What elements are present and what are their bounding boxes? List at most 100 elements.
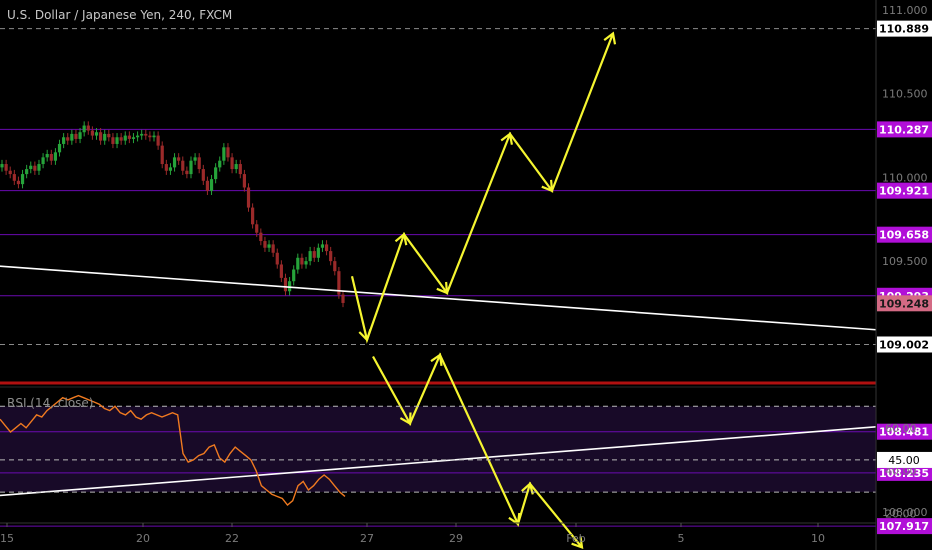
price-tag-label: 107.917 bbox=[879, 520, 929, 533]
candle-body bbox=[172, 157, 177, 168]
price-tag-bg bbox=[877, 121, 932, 138]
candle-body bbox=[144, 133, 148, 136]
projection-arrowhead bbox=[603, 31, 617, 45]
price-tag-label: 108.235 bbox=[879, 467, 929, 480]
candle-body bbox=[238, 164, 242, 175]
candle-body bbox=[4, 164, 8, 171]
price-tag-bg bbox=[877, 464, 932, 481]
candle-body bbox=[74, 133, 78, 139]
price-tag-bg bbox=[877, 518, 932, 535]
candle-body bbox=[189, 160, 193, 175]
candle-body bbox=[209, 179, 214, 191]
candle-body bbox=[135, 135, 140, 138]
price-tag-bg bbox=[877, 295, 932, 312]
candle-body bbox=[308, 251, 312, 262]
candle-body bbox=[185, 170, 189, 175]
candle-body bbox=[123, 135, 127, 141]
candle-body bbox=[115, 137, 119, 144]
price-tag-bg bbox=[877, 20, 932, 37]
candle-body bbox=[25, 169, 29, 175]
price-tag-109.658: 109.658 bbox=[877, 226, 932, 243]
candle-body bbox=[57, 143, 62, 153]
time-axis-tick: 20 bbox=[136, 532, 150, 545]
projection-arrowhead bbox=[500, 131, 513, 145]
candle-body bbox=[168, 167, 173, 171]
candle-body bbox=[320, 244, 325, 248]
price-axis-tick: 111.000 bbox=[882, 4, 928, 17]
price-tag-bg bbox=[877, 226, 932, 243]
candle-body bbox=[230, 157, 234, 170]
trendline-0 bbox=[0, 265, 877, 331]
candle-body bbox=[49, 154, 53, 161]
candle-body bbox=[181, 160, 185, 171]
price-axis-tick: 109.500 bbox=[882, 255, 928, 268]
candle-body bbox=[329, 251, 333, 262]
price-tag-109.921: 109.921 bbox=[877, 182, 932, 199]
projection-arrowhead bbox=[571, 536, 584, 550]
candle-body bbox=[275, 252, 279, 265]
candle-body bbox=[16, 180, 21, 185]
candle-body bbox=[201, 169, 205, 181]
rsi-axis-tick: 20.00 bbox=[885, 508, 917, 521]
candle-body bbox=[127, 135, 131, 139]
candle-body bbox=[341, 294, 345, 303]
projection-arrowhead bbox=[394, 232, 408, 246]
candle-body bbox=[82, 125, 86, 133]
candle-body bbox=[242, 174, 246, 188]
trendline-1 bbox=[0, 426, 877, 497]
candle-body bbox=[279, 264, 283, 278]
candle-body bbox=[160, 145, 164, 165]
price-axis-tick: 110.000 bbox=[882, 171, 928, 184]
time-axis-tick: 22 bbox=[225, 532, 239, 545]
candle-body bbox=[197, 157, 201, 170]
candle-body bbox=[103, 133, 107, 141]
candle-body bbox=[45, 154, 49, 158]
price-tag-107.917: 107.917 bbox=[877, 518, 932, 535]
chart-legend: U.S. Dollar / Japanese Yen, 240, FXCM bbox=[7, 8, 233, 22]
projection-arrowhead bbox=[358, 329, 372, 342]
projection-arrowhead bbox=[399, 412, 412, 426]
price-tag-109.248: 109.248 bbox=[877, 295, 932, 312]
price-tag-label: 109.921 bbox=[879, 185, 929, 198]
candle-body bbox=[41, 157, 45, 165]
price-tag-108.235: 108.235 bbox=[877, 464, 932, 481]
time-axis-tick: 27 bbox=[360, 532, 374, 545]
candle-body bbox=[222, 147, 226, 161]
candle-body bbox=[337, 271, 341, 295]
candle-body bbox=[218, 160, 222, 168]
price-tag-label: 110.287 bbox=[879, 123, 929, 136]
candle-body bbox=[292, 269, 296, 282]
price-axis-tick: 108.000 bbox=[882, 506, 928, 519]
projection-arrowhead bbox=[436, 281, 449, 295]
price-tag-bg bbox=[877, 336, 932, 353]
price-tag-108.481: 108.481 bbox=[877, 423, 932, 440]
price-tag-bg bbox=[877, 182, 932, 199]
price-axis-tick: 110.500 bbox=[882, 88, 928, 101]
rsi-line bbox=[0, 394, 346, 506]
rsi-level-tag-label: 45.00 bbox=[888, 454, 920, 467]
candle-body bbox=[287, 281, 292, 292]
candle-body bbox=[12, 174, 16, 181]
candle-body bbox=[156, 135, 160, 146]
candle-body bbox=[86, 125, 90, 131]
time-axis-tick: 29 bbox=[449, 532, 463, 545]
candle-body bbox=[283, 277, 288, 292]
rsi-band bbox=[0, 406, 876, 493]
candle-body bbox=[70, 133, 74, 141]
candle-body bbox=[90, 130, 94, 136]
price-tag-110.287: 110.287 bbox=[877, 121, 932, 138]
price-tag-110.889: 110.889 bbox=[877, 20, 932, 37]
candle-body bbox=[94, 132, 99, 136]
price-tag-bg bbox=[877, 423, 932, 440]
candle-body bbox=[193, 157, 197, 161]
candle-body bbox=[107, 133, 111, 138]
projection-arrowhead bbox=[430, 352, 443, 366]
candle-body bbox=[53, 152, 58, 161]
candle-body bbox=[140, 133, 144, 136]
rsi-level-tag: 45.00 bbox=[877, 451, 932, 468]
candle-body bbox=[164, 164, 168, 171]
candle-body bbox=[33, 165, 37, 171]
time-axis-tick: 10 bbox=[811, 532, 825, 545]
candle-body bbox=[255, 224, 259, 233]
